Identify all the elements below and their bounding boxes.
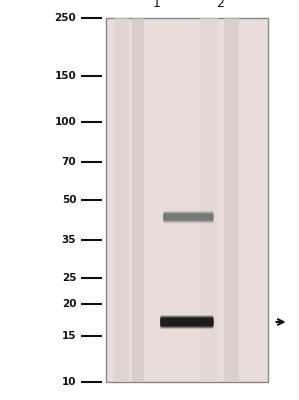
FancyBboxPatch shape: [163, 211, 213, 219]
Bar: [224, 18, 239, 382]
Text: 35: 35: [62, 235, 76, 245]
FancyBboxPatch shape: [160, 320, 213, 329]
Text: 25: 25: [62, 273, 76, 283]
FancyBboxPatch shape: [163, 212, 213, 220]
Text: 10: 10: [62, 377, 76, 387]
FancyBboxPatch shape: [160, 315, 213, 324]
FancyBboxPatch shape: [160, 317, 213, 326]
Text: 150: 150: [54, 71, 76, 81]
Text: 20: 20: [62, 299, 76, 309]
Text: 100: 100: [54, 117, 76, 127]
Text: 50: 50: [62, 195, 76, 205]
Text: 2: 2: [216, 0, 224, 10]
Text: 15: 15: [62, 331, 76, 341]
Bar: [114, 18, 129, 382]
FancyBboxPatch shape: [160, 318, 213, 328]
Text: 250: 250: [54, 13, 76, 23]
FancyBboxPatch shape: [160, 316, 213, 325]
FancyBboxPatch shape: [163, 214, 213, 222]
Bar: [106, 18, 268, 382]
FancyBboxPatch shape: [163, 216, 213, 224]
Text: 1: 1: [153, 0, 161, 10]
Text: 70: 70: [62, 157, 76, 167]
Bar: [132, 18, 144, 382]
FancyBboxPatch shape: [163, 213, 213, 221]
Bar: [200, 18, 218, 382]
